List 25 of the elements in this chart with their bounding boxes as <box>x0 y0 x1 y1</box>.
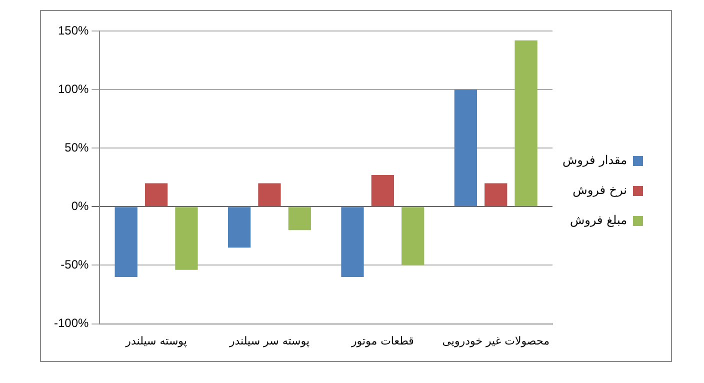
y-tick-label: -100% <box>54 316 90 330</box>
legend-label: نرخ فروش <box>572 183 627 198</box>
x-tick-label: پوسته سیلندر <box>124 334 187 348</box>
y-tick-label: 0% <box>71 198 90 213</box>
bar <box>484 183 508 206</box>
bar <box>258 183 281 206</box>
y-tick-label: 50% <box>64 140 90 154</box>
bar <box>454 90 477 206</box>
bar <box>228 207 251 248</box>
x-tick-label: محصولات غیر خودرویی <box>442 334 550 348</box>
bar <box>114 207 138 277</box>
bar <box>175 207 198 270</box>
y-tick-label: 100% <box>58 82 90 96</box>
x-tick-label: قطعات موتور <box>350 334 414 348</box>
legend-label: مبلغ فروش <box>570 213 627 228</box>
bar <box>402 207 424 266</box>
y-tick-label: 150% <box>58 23 90 38</box>
bar <box>514 40 538 206</box>
x-tick-label: پوسته سر سیلندر <box>228 334 310 348</box>
bar <box>144 183 168 206</box>
bar <box>288 207 311 230</box>
legend-label: مقدار فروش <box>562 153 627 168</box>
bar <box>341 207 364 277</box>
y-tick-label: -50% <box>60 258 90 272</box>
bar <box>371 175 394 206</box>
